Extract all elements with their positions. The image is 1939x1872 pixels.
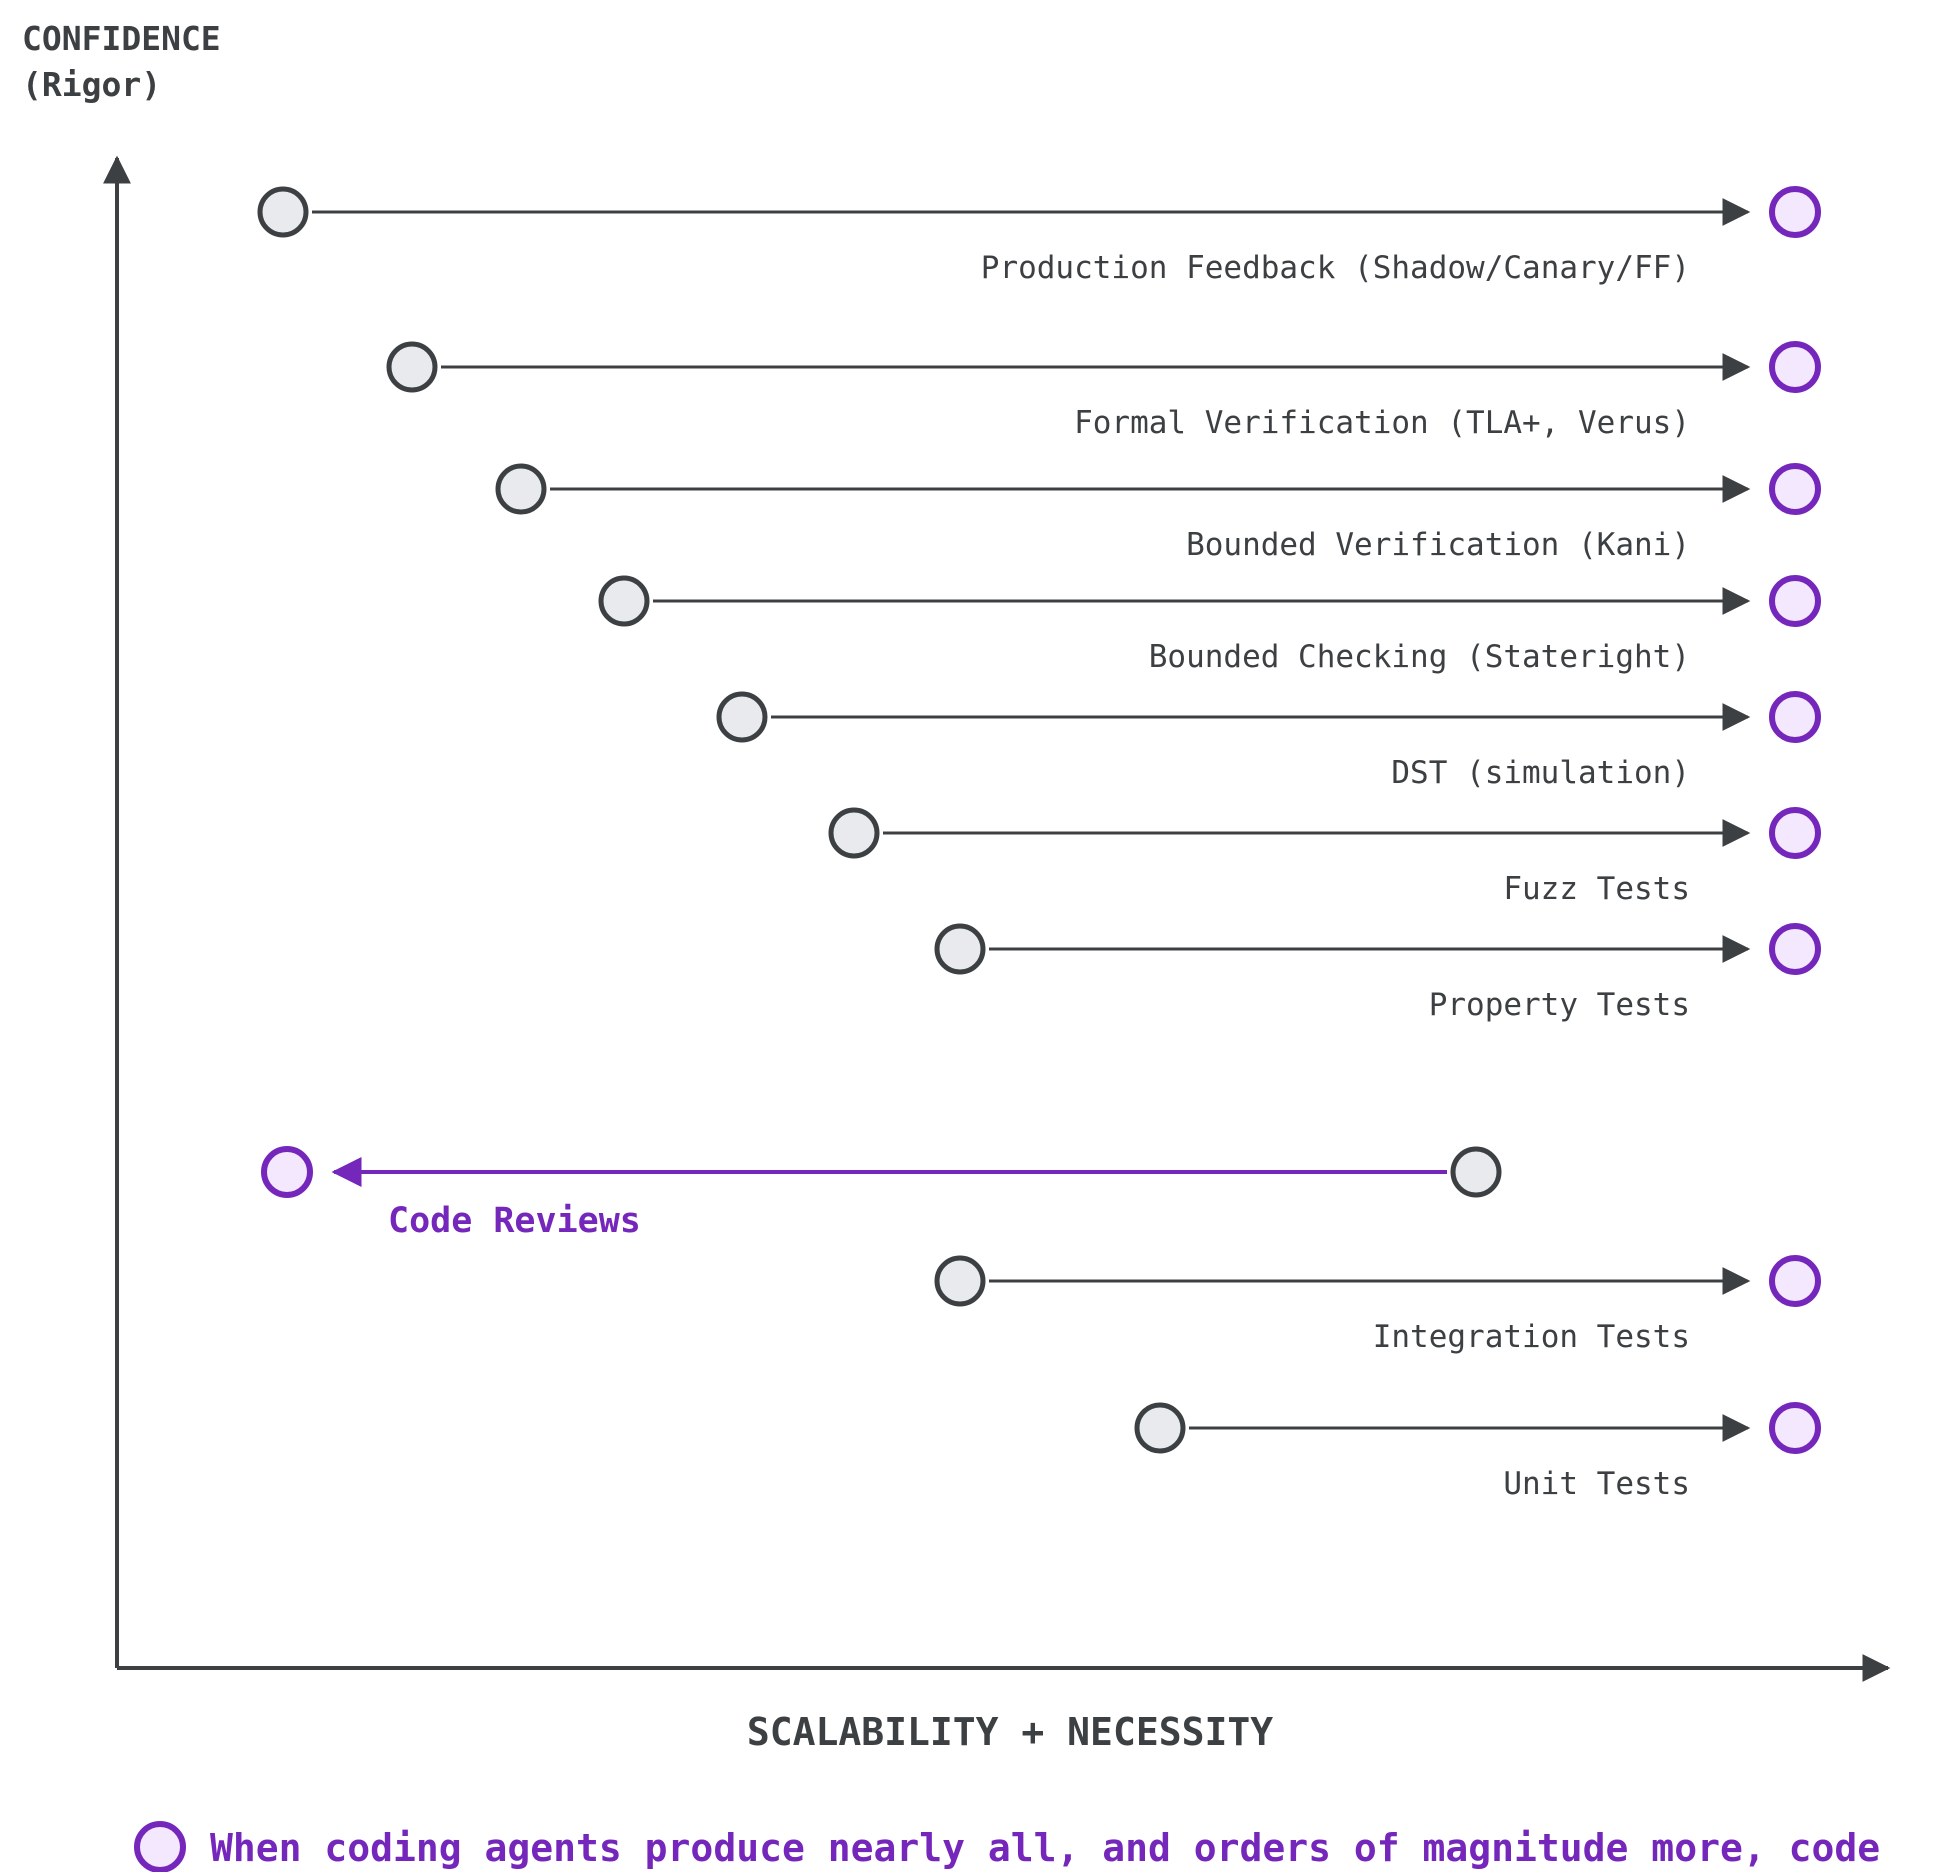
row-property-tests: Property Tests xyxy=(934,923,1821,1023)
end-circle xyxy=(1769,463,1821,515)
end-circle xyxy=(1769,923,1821,975)
start-circle xyxy=(716,691,768,743)
end-circle xyxy=(1769,1402,1821,1454)
legend-purple-circle-icon xyxy=(134,1821,186,1872)
start-circle xyxy=(828,807,880,859)
row-production-feedback: Production Feedback (Shadow/Canary/FF) xyxy=(257,186,1821,286)
start-circle xyxy=(934,923,986,975)
end-circle xyxy=(1769,691,1821,743)
row-label: Production Feedback (Shadow/Canary/FF) xyxy=(981,250,1690,286)
row-bounded-verification: Bounded Verification (Kani) xyxy=(495,463,1821,563)
legend-text: When coding agents produce nearly all, a… xyxy=(210,1826,1880,1870)
end-circle xyxy=(261,1146,313,1198)
row-label: Unit Tests xyxy=(1503,1466,1690,1502)
row-label: Bounded Checking (Stateright) xyxy=(1149,639,1690,675)
start-circle xyxy=(934,1255,986,1307)
end-circle xyxy=(1769,575,1821,627)
row-code-reviews: Code Reviews xyxy=(261,1146,1502,1241)
start-circle xyxy=(386,341,438,393)
x-axis-title: SCALABILITY + NECESSITY xyxy=(747,1710,1273,1754)
row-dst-simulation: DST (simulation) xyxy=(716,691,1821,791)
row-label: DST (simulation) xyxy=(1391,755,1690,791)
row-bounded-checking: Bounded Checking (Stateright) xyxy=(598,575,1821,675)
row-label: Integration Tests xyxy=(1373,1319,1690,1355)
start-circle xyxy=(495,463,547,515)
row-label: Code Reviews xyxy=(388,1201,641,1241)
row-formal-verification: Formal Verification (TLA+, Verus) xyxy=(386,341,1821,441)
y-axis-title-line2: (Rigor) xyxy=(22,65,161,104)
start-circle xyxy=(1450,1146,1502,1198)
end-circle xyxy=(1769,341,1821,393)
row-fuzz-tests: Fuzz Tests xyxy=(828,807,1821,907)
start-circle xyxy=(598,575,650,627)
end-circle xyxy=(1769,186,1821,238)
y-axis-title-line1: CONFIDENCE xyxy=(22,19,221,58)
row-label: Property Tests xyxy=(1429,987,1690,1023)
end-circle xyxy=(1769,807,1821,859)
row-integration-tests: Integration Tests xyxy=(934,1255,1821,1355)
row-label: Bounded Verification (Kani) xyxy=(1186,527,1690,563)
legend: When coding agents produce nearly all, a… xyxy=(134,1821,1880,1872)
row-unit-tests: Unit Tests xyxy=(1134,1402,1821,1502)
row-label: Formal Verification (TLA+, Verus) xyxy=(1074,405,1690,441)
start-circle xyxy=(257,186,309,238)
start-circle xyxy=(1134,1402,1186,1454)
row-label: Fuzz Tests xyxy=(1503,871,1690,907)
end-circle xyxy=(1769,1255,1821,1307)
